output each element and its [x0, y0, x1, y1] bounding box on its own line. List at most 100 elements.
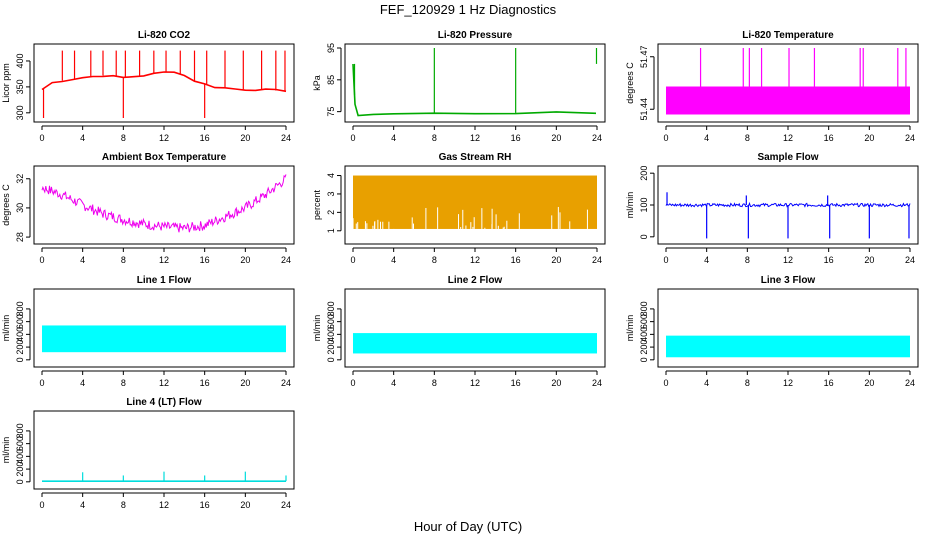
x-tick-label: 12: [783, 255, 793, 265]
y-axis-label: ml/min: [1, 437, 11, 464]
series-line: [41, 174, 287, 233]
series-line: [41, 71, 287, 93]
x-tick-label: 0: [39, 255, 44, 265]
x-tick-label: 4: [80, 255, 85, 265]
x-tick-label: 24: [592, 378, 602, 388]
series-line: [352, 63, 597, 117]
y-tick-label: 800: [326, 301, 336, 316]
x-tick-label: 4: [391, 133, 396, 143]
y-tick-label: 300: [15, 105, 25, 120]
y-tick-label: 600: [15, 436, 25, 451]
y-axis-label: ml/min: [312, 315, 322, 342]
data-band: [666, 86, 910, 115]
data-layer: [353, 333, 597, 354]
panel-title: Line 2 Flow: [448, 275, 503, 286]
y-tick-label: 75: [326, 107, 336, 117]
x-tick-label: 24: [281, 500, 291, 510]
x-tick-label: 12: [159, 378, 169, 388]
data-layer: [42, 325, 286, 353]
y-tick-label: 3: [326, 191, 336, 196]
y-tick-label: 0: [15, 357, 25, 362]
y-tick-label: 0: [639, 357, 649, 362]
x-tick-label: 8: [745, 378, 750, 388]
y-tick-label: 51.44: [639, 98, 649, 121]
y-axis-label: ml/min: [1, 315, 11, 342]
y-axis-label: degrees C: [1, 184, 11, 226]
x-tick-label: 4: [80, 133, 85, 143]
chart-panel: Ambient Box Temperature 0 4 8 12 16 20 24 28 30 32…: [1, 152, 295, 265]
x-tick-label: 24: [592, 255, 602, 265]
x-tick-label: 16: [824, 133, 834, 143]
y-tick-label: 200: [15, 462, 25, 477]
x-tick-label: 24: [281, 133, 291, 143]
y-tick-label: 85: [326, 75, 336, 85]
y-tick-label: 28: [15, 232, 25, 242]
y-tick-label: 2: [326, 210, 336, 215]
chart-panel: Li-820 CO2 0 4 8 12 16 20 24 300 350 400 Licor ppm: [1, 30, 295, 143]
x-tick-label: 16: [824, 378, 834, 388]
y-tick-label: 600: [326, 314, 336, 329]
data-band: [42, 325, 286, 353]
y-tick-label: 600: [15, 314, 25, 329]
y-tick-label: 600: [639, 314, 649, 329]
x-tick-label: 0: [350, 378, 355, 388]
y-tick-label: 0: [15, 479, 25, 484]
y-tick-label: 95: [326, 43, 336, 53]
x-tick-label: 8: [432, 378, 437, 388]
data-layer: [666, 335, 910, 358]
y-tick-label: 400: [15, 53, 25, 68]
x-tick-label: 20: [551, 133, 561, 143]
chart-panel: Li-820 Pressure 0 4 8 12 16 20 24 75 85 95 kPa: [312, 30, 606, 143]
data-band: [666, 335, 910, 358]
y-tick-label: 32: [15, 174, 25, 184]
x-tick-label: 4: [704, 133, 709, 143]
x-tick-label: 12: [783, 133, 793, 143]
data-layer: [666, 48, 910, 115]
data-layer: [352, 48, 598, 117]
x-tick-label: 20: [864, 255, 874, 265]
plot-frame: [344, 165, 606, 245]
y-tick-label: 400: [639, 327, 649, 342]
x-tick-label: 20: [551, 255, 561, 265]
y-tick-label: 400: [15, 449, 25, 464]
plot-frame: [33, 165, 295, 245]
x-tick-label: 16: [200, 500, 210, 510]
y-tick-label: 200: [326, 340, 336, 355]
x-tick-label: 0: [663, 255, 668, 265]
plot-frame: [33, 43, 295, 123]
y-tick-label: 0: [326, 357, 336, 362]
x-tick-label: 24: [281, 378, 291, 388]
panel-title: Ambient Box Temperature: [102, 152, 227, 163]
x-tick-label: 12: [470, 133, 480, 143]
x-tick-label: 24: [905, 133, 915, 143]
y-axis-label: ml/min: [625, 192, 635, 219]
x-tick-label: 20: [864, 133, 874, 143]
data-layer: [352, 175, 597, 229]
x-tick-label: 16: [200, 255, 210, 265]
x-tick-label: 8: [121, 500, 126, 510]
x-tick-label: 16: [824, 255, 834, 265]
y-axis-label: kPa: [312, 75, 322, 91]
x-tick-label: 0: [350, 133, 355, 143]
x-tick-label: 16: [511, 133, 521, 143]
x-tick-label: 0: [350, 255, 355, 265]
y-tick-label: 0: [639, 234, 649, 239]
x-tick-label: 8: [432, 133, 437, 143]
panel-title: Line 1 Flow: [137, 275, 192, 286]
x-tick-label: 20: [240, 378, 250, 388]
x-tick-label: 8: [432, 255, 437, 265]
x-tick-label: 16: [200, 133, 210, 143]
y-axis-label: percent: [312, 189, 322, 220]
panel-title: Line 3 Flow: [761, 275, 816, 286]
x-tick-label: 4: [80, 378, 85, 388]
panel-title: Li-820 Temperature: [742, 30, 834, 41]
plot-frame: [33, 410, 295, 490]
x-tick-label: 20: [240, 255, 250, 265]
x-tick-label: 16: [511, 378, 521, 388]
x-tick-label: 0: [39, 133, 44, 143]
x-tick-label: 16: [511, 255, 521, 265]
